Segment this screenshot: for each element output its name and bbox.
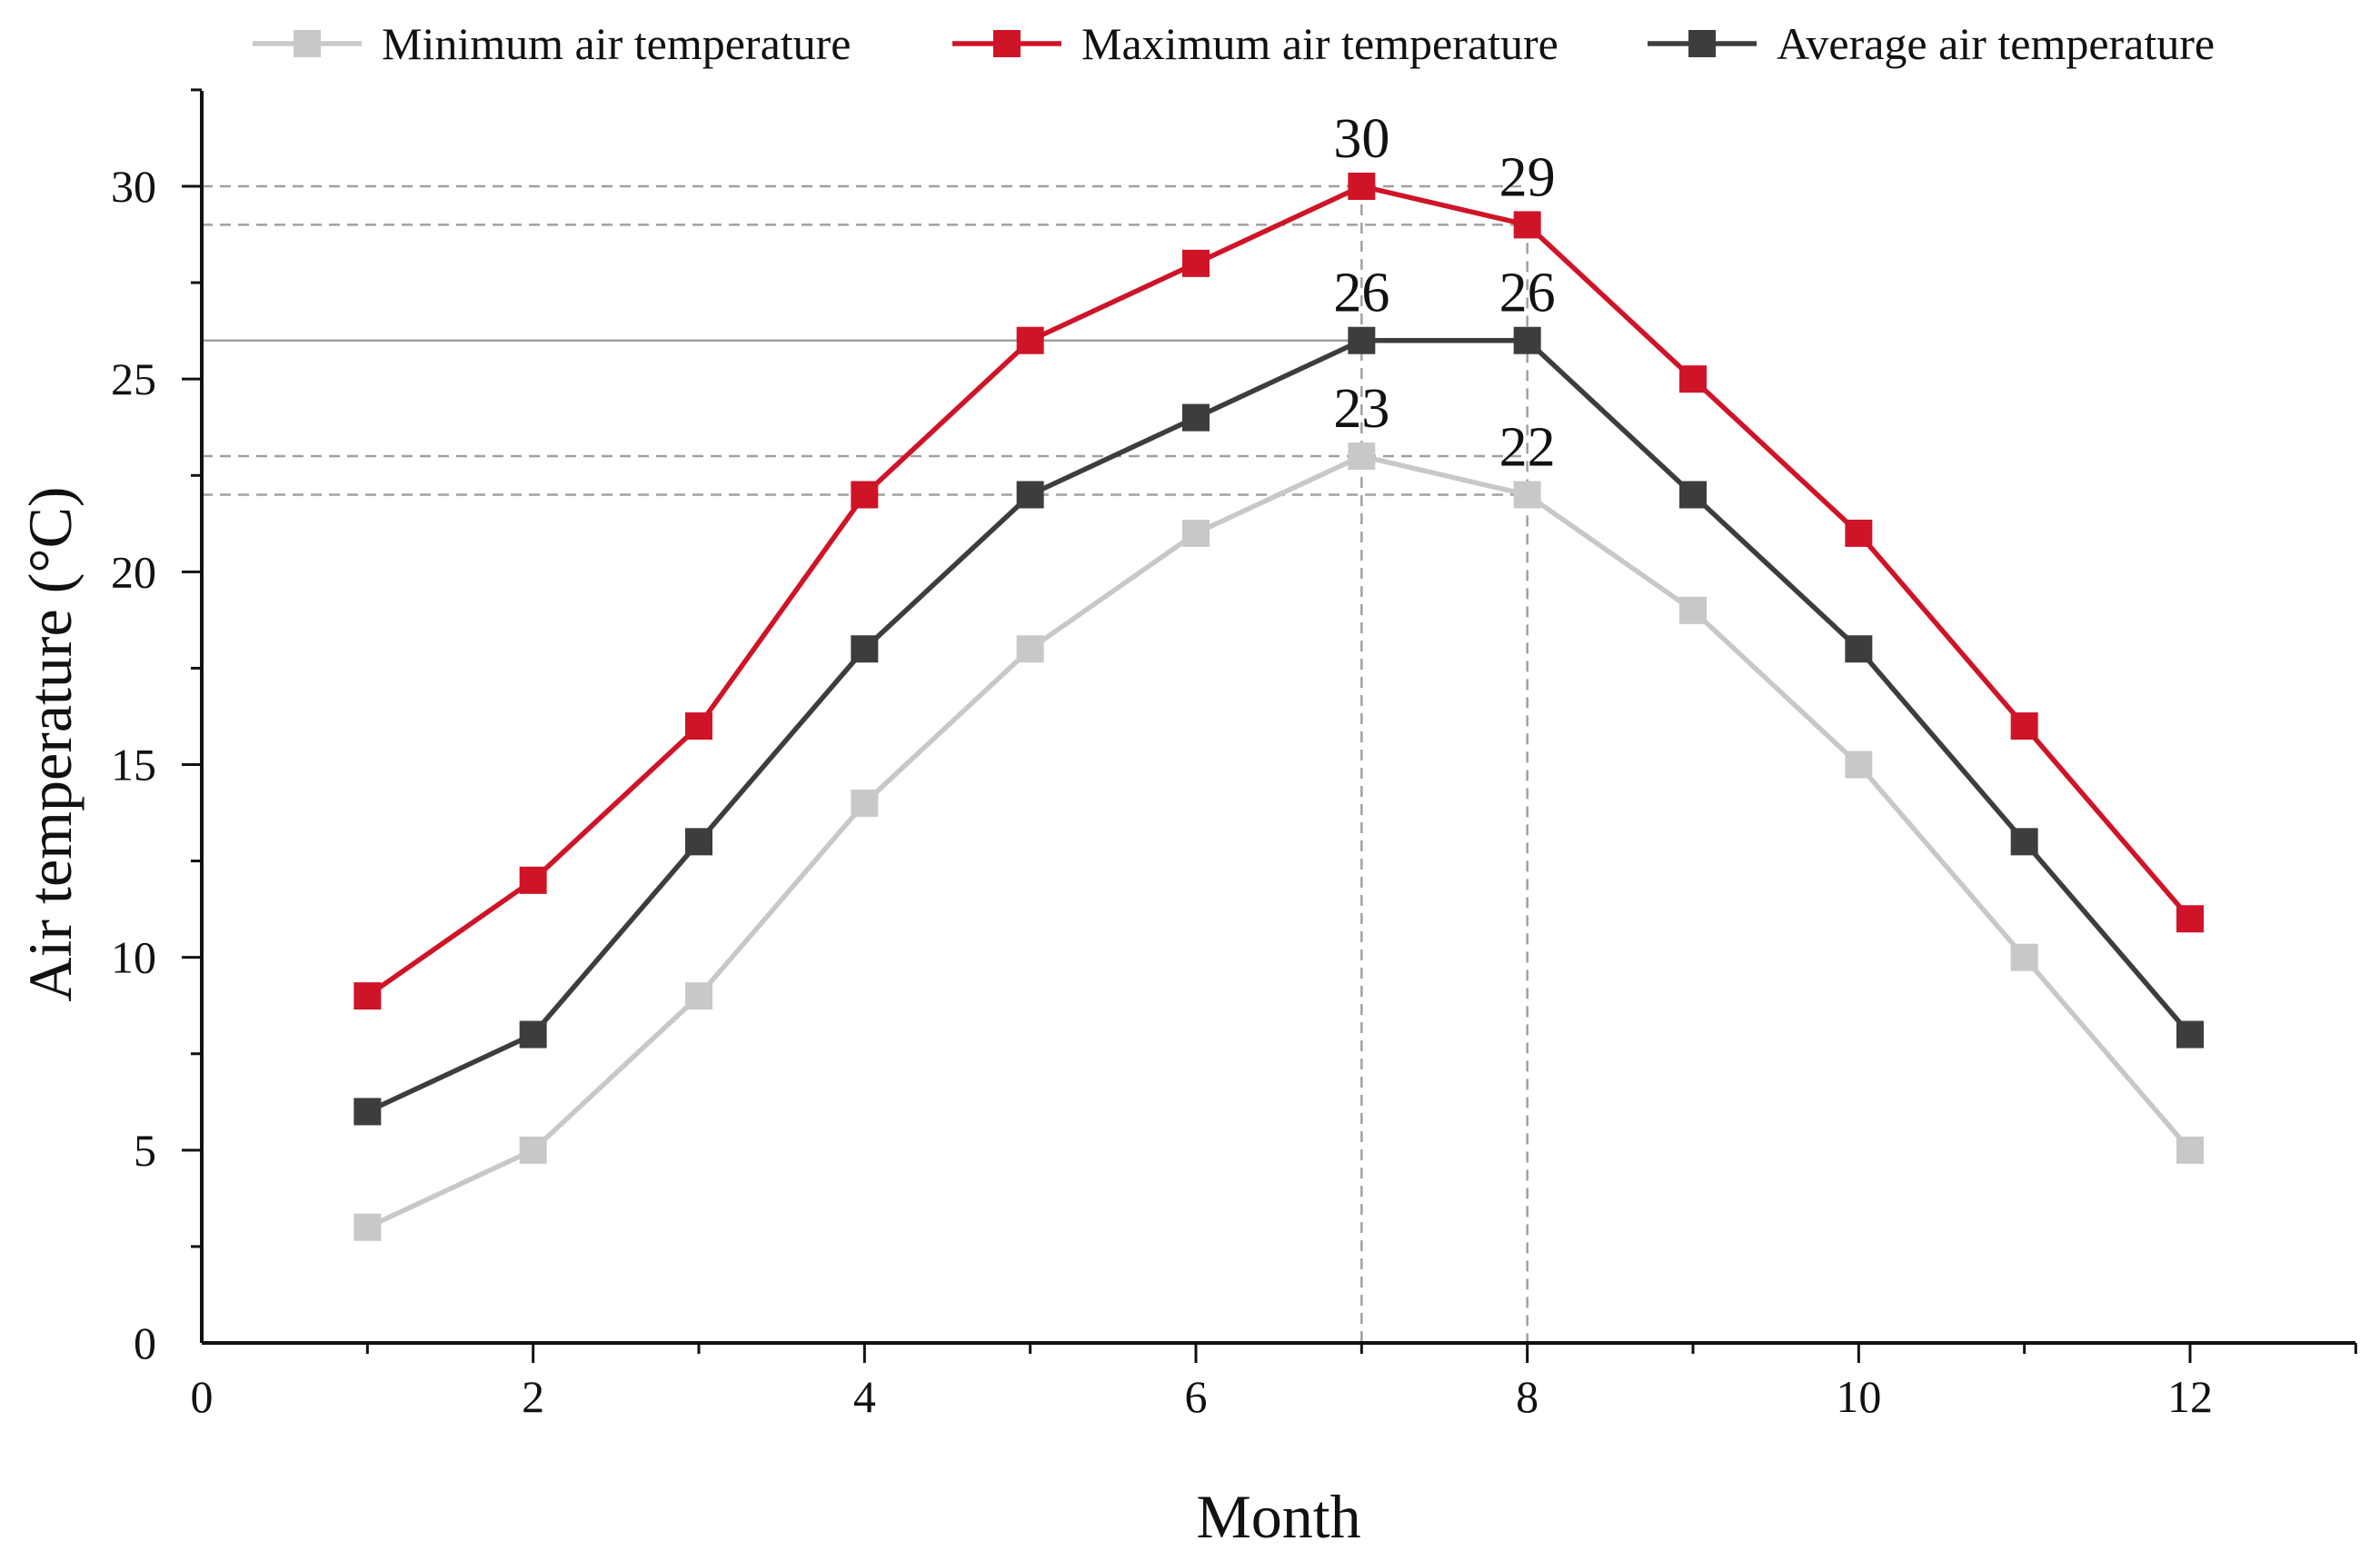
data-point	[2010, 712, 2038, 741]
legend: Minimum air temperature Maximum air tempe…	[253, 18, 2215, 69]
data-label-22: 22	[1499, 416, 1556, 478]
legend-marker	[294, 30, 321, 57]
legend-label: Maximum air temperature	[1081, 18, 1558, 69]
legend-marker	[1688, 30, 1716, 57]
data-point	[1513, 481, 1541, 509]
series-average	[354, 326, 2204, 1126]
data-point	[685, 712, 712, 741]
data-point	[1016, 635, 1044, 663]
series-line	[365, 184, 2193, 999]
x-tick-label-6: 6	[1185, 1371, 1208, 1422]
data-point	[519, 866, 547, 894]
data-point	[2010, 828, 2038, 856]
data-point	[2176, 905, 2204, 933]
x-tick-label-12: 12	[2167, 1371, 2213, 1422]
data-label-30: 30	[1333, 108, 1389, 170]
data-point	[354, 1098, 382, 1126]
data-point	[1182, 403, 1210, 432]
y-tick-label-5: 5	[134, 1125, 156, 1176]
data-point	[1182, 519, 1210, 547]
data-label-23: 23	[1333, 378, 1389, 440]
data-point	[1348, 173, 1376, 200]
data-series	[354, 173, 2204, 1241]
data-labels: 30 29 26 26 23 22	[1333, 108, 1555, 478]
axes	[200, 91, 2355, 1345]
data-point	[851, 635, 879, 663]
legend-label: Minimum air temperature	[382, 18, 851, 69]
y-tick-label-15: 15	[111, 740, 156, 790]
x-axis-ticks: 0 2 4 6 8 10 12	[191, 1343, 2357, 1422]
data-point	[1182, 249, 1210, 277]
y-tick-label-20: 20	[111, 546, 156, 597]
data-point	[1679, 596, 1707, 624]
x-axis-title: Month	[1196, 1482, 1360, 1551]
data-point	[2176, 1136, 2204, 1164]
data-point	[851, 481, 879, 509]
data-label-26: 26	[1499, 263, 1556, 324]
data-point	[1513, 326, 1541, 354]
data-point	[1845, 519, 1873, 547]
legend-marker	[993, 30, 1021, 57]
y-tick-label-25: 25	[111, 353, 156, 404]
data-point	[519, 1020, 547, 1049]
y-tick-label-30: 30	[111, 161, 156, 212]
legend-item: Maximum air temperature	[952, 18, 1558, 69]
x-tick-label-8: 8	[1516, 1371, 1539, 1422]
data-point	[354, 982, 382, 1010]
x-tick-label-4: 4	[853, 1371, 876, 1422]
data-point	[1679, 365, 1707, 393]
x-tick-label-2: 2	[522, 1371, 544, 1422]
data-point	[354, 1213, 382, 1241]
series-line	[366, 453, 2193, 1230]
x-tick-label-10: 10	[1836, 1371, 1881, 1422]
data-point	[1845, 751, 1873, 779]
data-label-26: 26	[1333, 263, 1389, 324]
data-point	[2010, 943, 2038, 971]
data-point	[1513, 211, 1541, 239]
data-point	[1679, 481, 1707, 509]
data-label-29: 29	[1499, 146, 1556, 208]
y-tick-label-0: 0	[134, 1317, 156, 1368]
series-maximum	[354, 173, 2204, 1010]
y-axis-ticks: 0 5 10 15 20 25 30	[111, 88, 202, 1368]
data-point	[1348, 326, 1376, 354]
x-tick-label-0: 0	[191, 1371, 214, 1422]
legend-label: Average air temperature	[1777, 18, 2215, 69]
reference-lines	[202, 184, 1529, 1343]
data-point	[2176, 1020, 2204, 1049]
series-line	[366, 337, 2193, 1114]
data-point	[685, 828, 712, 856]
series-minimum	[354, 442, 2204, 1241]
y-axis-title: Air temperature (°C)	[15, 486, 85, 1001]
legend-item: Average air temperature	[1648, 18, 2215, 69]
y-tick-label-10: 10	[111, 932, 156, 983]
data-point	[1016, 326, 1044, 354]
data-point	[1016, 481, 1044, 509]
data-point	[1845, 635, 1873, 663]
legend-item: Minimum air temperature	[253, 18, 851, 69]
data-point	[851, 789, 879, 817]
data-point	[1348, 442, 1376, 471]
data-point	[519, 1136, 547, 1164]
data-point	[685, 982, 712, 1010]
